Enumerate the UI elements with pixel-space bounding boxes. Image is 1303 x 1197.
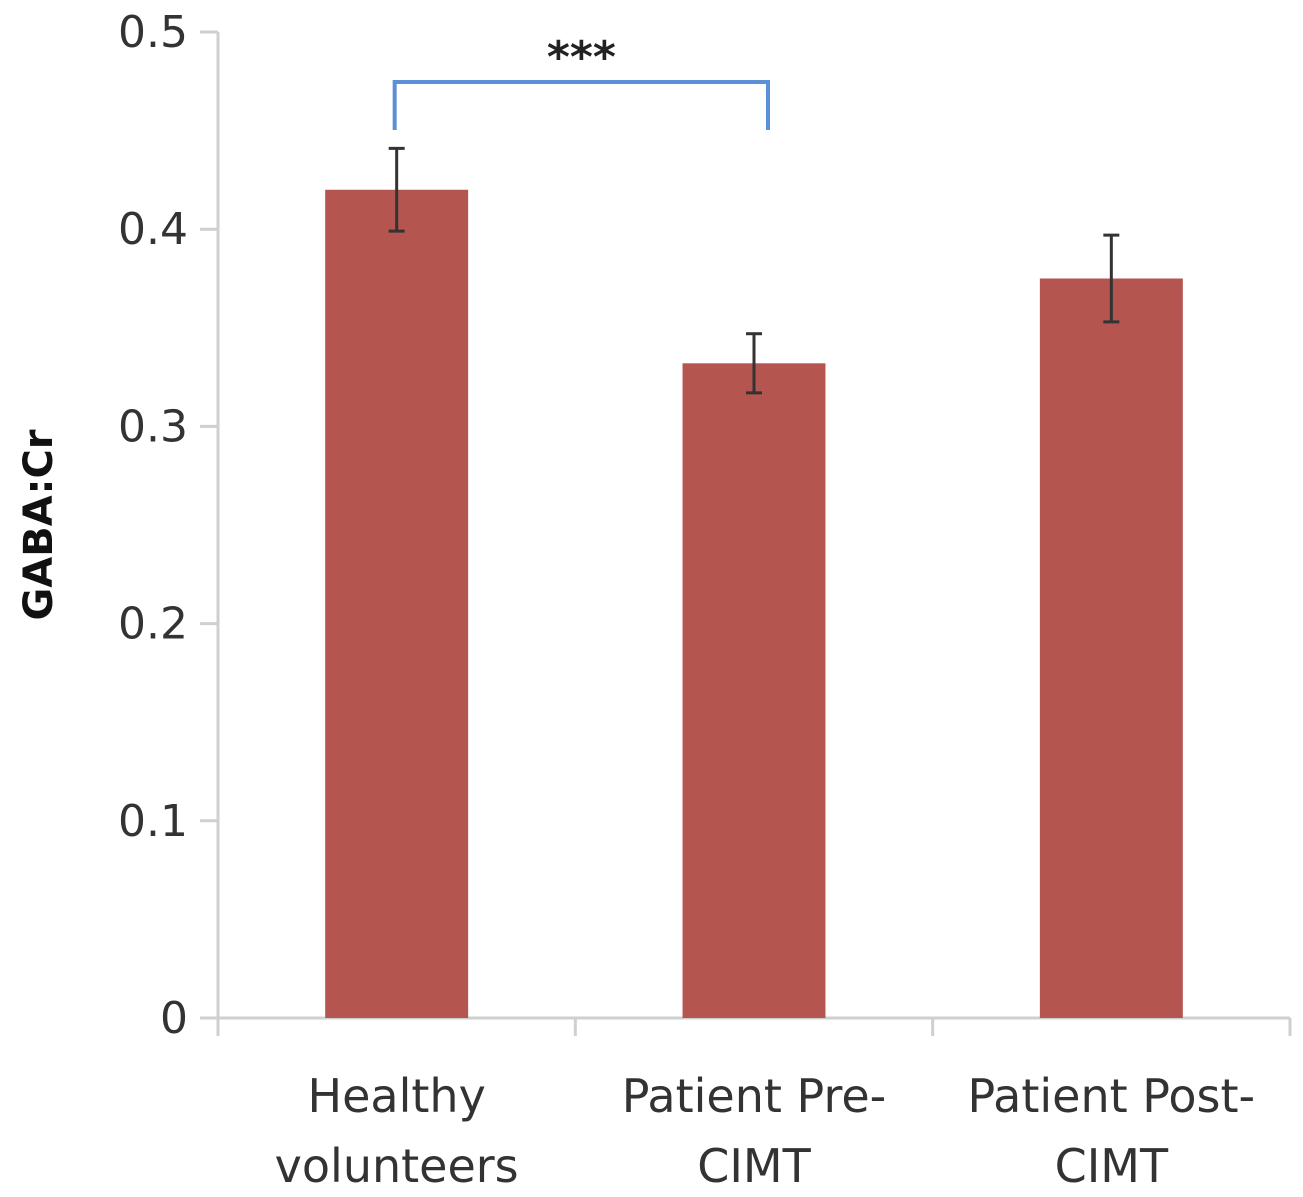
significance-label: *** <box>547 32 616 83</box>
x-tick-label: Patient Post- CIMT <box>968 1069 1256 1193</box>
error-bars <box>388 146 1120 395</box>
x-tick-label: Patient Pre- CIMT <box>622 1069 887 1193</box>
bar <box>682 363 826 1018</box>
y-tick-label: 0.2 <box>118 599 188 650</box>
x-tick-label: Healthy volunteers <box>275 1069 519 1193</box>
x-tick-label-line: Healthy <box>308 1069 486 1123</box>
y-tick-label: 0.3 <box>118 401 188 452</box>
x-tick-label-line: Patient Post- <box>968 1069 1256 1123</box>
bar <box>325 189 469 1018</box>
x-tick-label-line: Patient Pre- <box>622 1069 887 1123</box>
axes: 0 0.1 0.2 0.3 0.4 0.5 Healthy volunteers Patient… <box>118 7 1292 1193</box>
y-tick-label: 0.4 <box>118 204 188 255</box>
bars <box>325 189 1183 1018</box>
x-tick-label-line: CIMT <box>697 1139 811 1193</box>
significance-bracket: *** <box>392 32 770 130</box>
x-tick-label-line: CIMT <box>1055 1139 1169 1193</box>
y-tick-label: 0.5 <box>118 7 188 58</box>
significance-bracket-line <box>392 80 770 130</box>
bar <box>1039 278 1183 1018</box>
y-tick-label: 0 <box>160 993 188 1044</box>
y-tick-label: 0.1 <box>118 796 188 847</box>
y-axis-title: GABA:Cr <box>16 429 62 620</box>
x-tick-label-line: volunteers <box>275 1139 519 1193</box>
